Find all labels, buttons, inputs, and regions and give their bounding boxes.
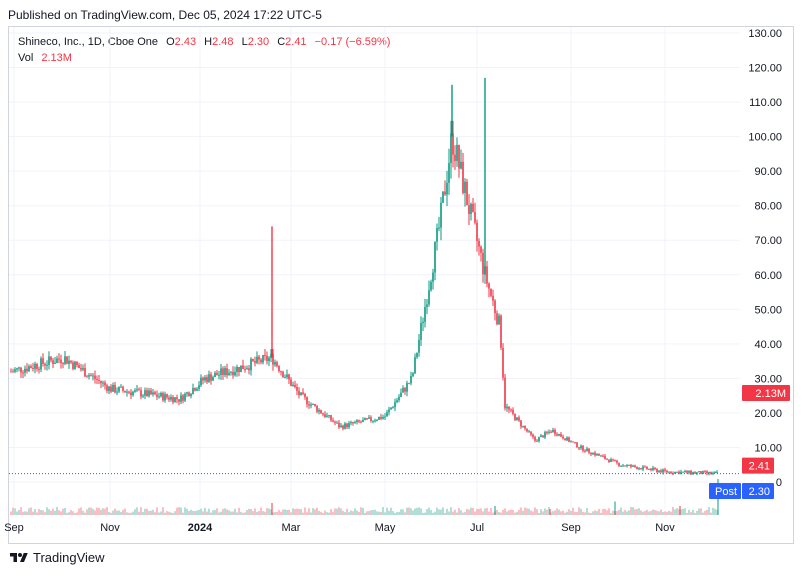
high-value: 2.48 — [212, 36, 234, 48]
volume-label: Vol — [18, 52, 34, 64]
volume-value: 2.13M — [41, 52, 72, 64]
footer[interactable]: TradingView — [10, 550, 105, 565]
high-label: H — [204, 36, 213, 48]
open-label: O — [166, 36, 175, 48]
tradingview-logo-icon — [10, 552, 28, 562]
close-value: 2.41 — [285, 36, 307, 48]
open-value: 2.43 — [174, 36, 197, 48]
ohlc-row: Shineco, Inc., 1D, Cboe One O2.43 H2.48 … — [18, 34, 390, 50]
close-label: C — [277, 36, 286, 48]
low-label: L — [241, 36, 248, 48]
chart-legend: Shineco, Inc., 1D, Cboe One O2.43 H2.48 … — [18, 34, 390, 66]
published-line: Published on TradingView.com, Dec 05, 20… — [8, 8, 322, 22]
chart-frame[interactable] — [8, 26, 794, 544]
change-value: −0.17 (−6.59%) — [314, 36, 391, 48]
low-value: 2.30 — [247, 36, 270, 48]
symbol-title: Shineco, Inc., 1D, Cboe One — [18, 36, 159, 48]
footer-brand: TradingView — [33, 550, 105, 565]
volume-row: Vol 2.13M — [18, 50, 390, 66]
